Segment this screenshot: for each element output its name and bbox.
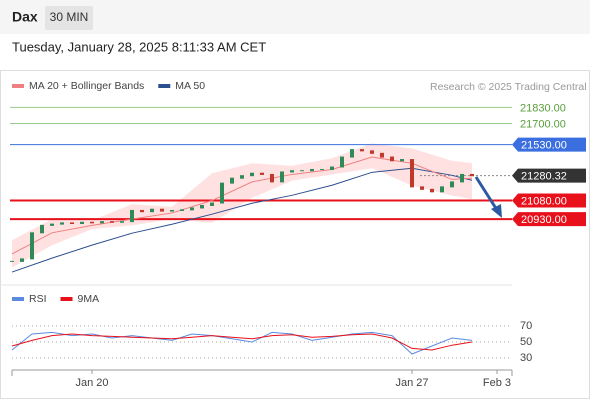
level-label: 21530.00 xyxy=(521,140,567,152)
y-tick-label: 70 xyxy=(520,320,532,332)
candle xyxy=(360,149,364,152)
bollinger-band xyxy=(12,143,472,268)
candle xyxy=(220,182,224,204)
candle xyxy=(430,188,434,193)
candle xyxy=(270,173,274,183)
level-label: 21080.00 xyxy=(521,195,567,207)
candle xyxy=(240,175,244,179)
candle xyxy=(310,168,314,172)
datetime: Tuesday, January 28, 2025 8:11:33 AM CET xyxy=(12,39,266,54)
candle xyxy=(340,156,344,168)
candle xyxy=(440,186,444,193)
candle xyxy=(140,209,144,213)
level-tag xyxy=(512,137,586,152)
candle xyxy=(370,150,374,154)
legend-swatch xyxy=(12,297,24,301)
level-label: 21830.00 xyxy=(520,102,566,114)
candle xyxy=(380,152,384,158)
candle xyxy=(470,173,474,177)
candle xyxy=(230,177,234,184)
toolbar xyxy=(0,0,590,34)
frame xyxy=(0,70,590,399)
level-label: 20930.00 xyxy=(521,214,567,226)
candle xyxy=(50,223,54,226)
candle xyxy=(40,224,44,234)
candle xyxy=(180,209,184,211)
level-label: 21700.00 xyxy=(520,118,566,130)
candle xyxy=(420,186,424,190)
candle xyxy=(10,260,14,262)
level-tag xyxy=(512,193,586,208)
symbol: Dax xyxy=(12,9,38,25)
candle xyxy=(160,208,164,212)
candle xyxy=(350,149,354,158)
candle xyxy=(330,166,334,170)
candle xyxy=(90,221,94,224)
indicator-line xyxy=(11,331,473,355)
candle xyxy=(400,159,404,162)
candle xyxy=(100,221,104,224)
y-tick-label: 50 xyxy=(520,336,532,348)
x-tick-label: Jan 27 xyxy=(395,377,428,389)
interval-button[interactable] xyxy=(45,6,93,30)
candle xyxy=(80,221,84,224)
candle xyxy=(450,181,454,188)
candle xyxy=(150,208,154,213)
x-tick-label: Jan 20 xyxy=(75,377,108,389)
y-tick-label: 30 xyxy=(520,352,532,364)
legend-swatch xyxy=(158,84,171,88)
level-label: 21280.32 xyxy=(521,171,567,183)
legend-label: MA 50 xyxy=(175,80,205,92)
candle xyxy=(210,202,214,206)
legend-label: 9MA xyxy=(78,293,100,305)
candle xyxy=(60,222,64,225)
candle xyxy=(390,156,394,162)
candle xyxy=(290,170,294,173)
candle xyxy=(30,232,34,260)
candle xyxy=(320,168,324,170)
indicator-line xyxy=(11,333,473,351)
candle xyxy=(260,172,264,175)
level-tag xyxy=(512,212,586,227)
candle xyxy=(250,172,254,177)
legend-swatch xyxy=(12,84,24,88)
legend-label: RSI xyxy=(29,293,47,305)
candle xyxy=(300,170,304,172)
candle xyxy=(200,204,204,209)
candle xyxy=(130,209,134,223)
candle xyxy=(20,258,24,262)
source: Research © 2025 Trading Central xyxy=(430,81,587,93)
forecast-arrow xyxy=(474,176,499,211)
forecast-arrowhead xyxy=(491,204,502,218)
candle xyxy=(170,209,174,212)
level-tag xyxy=(512,168,586,183)
candle xyxy=(410,159,414,188)
candle xyxy=(460,173,464,183)
x-tick-label: Feb 3 xyxy=(483,377,511,389)
candle xyxy=(70,222,74,224)
interval[interactable]: 30 MIN xyxy=(50,10,89,24)
candle xyxy=(280,171,284,183)
candle xyxy=(110,221,114,223)
candle xyxy=(120,221,124,223)
candle xyxy=(190,207,194,211)
legend-label: MA 20 + Bollinger Bands xyxy=(29,80,144,92)
legend-swatch xyxy=(60,297,73,301)
